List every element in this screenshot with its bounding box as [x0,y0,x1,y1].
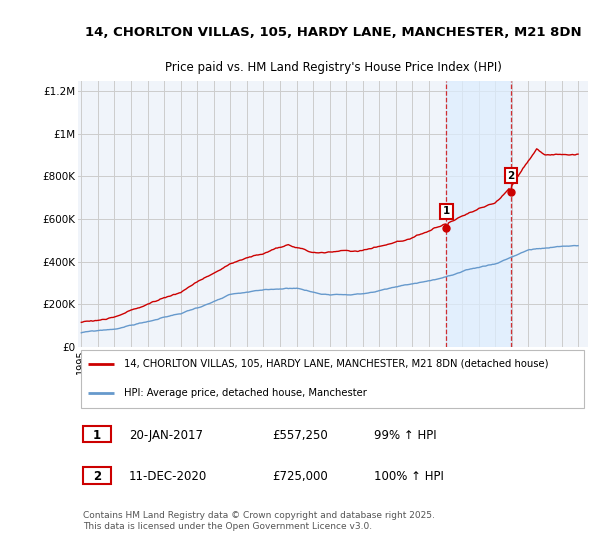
Text: 1: 1 [443,206,450,216]
Text: 100% ↑ HPI: 100% ↑ HPI [374,470,443,483]
Bar [446,81,511,347]
Text: Contains HM Land Registry data © Crown copyright and database right 2025.
This d: Contains HM Land Registry data © Crown c… [83,511,435,531]
Text: 1: 1 [93,429,101,442]
Text: 11-DEC-2020: 11-DEC-2020 [129,470,207,483]
Text: £557,250: £557,250 [272,429,328,442]
FancyBboxPatch shape [83,467,111,484]
Text: £725,000: £725,000 [272,470,328,483]
FancyBboxPatch shape [80,351,584,408]
Text: 2: 2 [93,470,101,483]
Text: 14, CHORLTON VILLAS, 105, HARDY LANE, MANCHESTER, M21 8DN (detached house): 14, CHORLTON VILLAS, 105, HARDY LANE, MA… [124,359,548,369]
Text: 99% ↑ HPI: 99% ↑ HPI [374,429,436,442]
Text: Price paid vs. HM Land Registry's House Price Index (HPI): Price paid vs. HM Land Registry's House … [164,62,502,74]
Text: 2: 2 [508,171,515,181]
Text: 14, CHORLTON VILLAS, 105, HARDY LANE, MANCHESTER, M21 8DN: 14, CHORLTON VILLAS, 105, HARDY LANE, MA… [85,26,581,39]
Text: 20-JAN-2017: 20-JAN-2017 [129,429,203,442]
FancyBboxPatch shape [83,426,111,442]
Text: HPI: Average price, detached house, Manchester: HPI: Average price, detached house, Manc… [124,388,367,398]
